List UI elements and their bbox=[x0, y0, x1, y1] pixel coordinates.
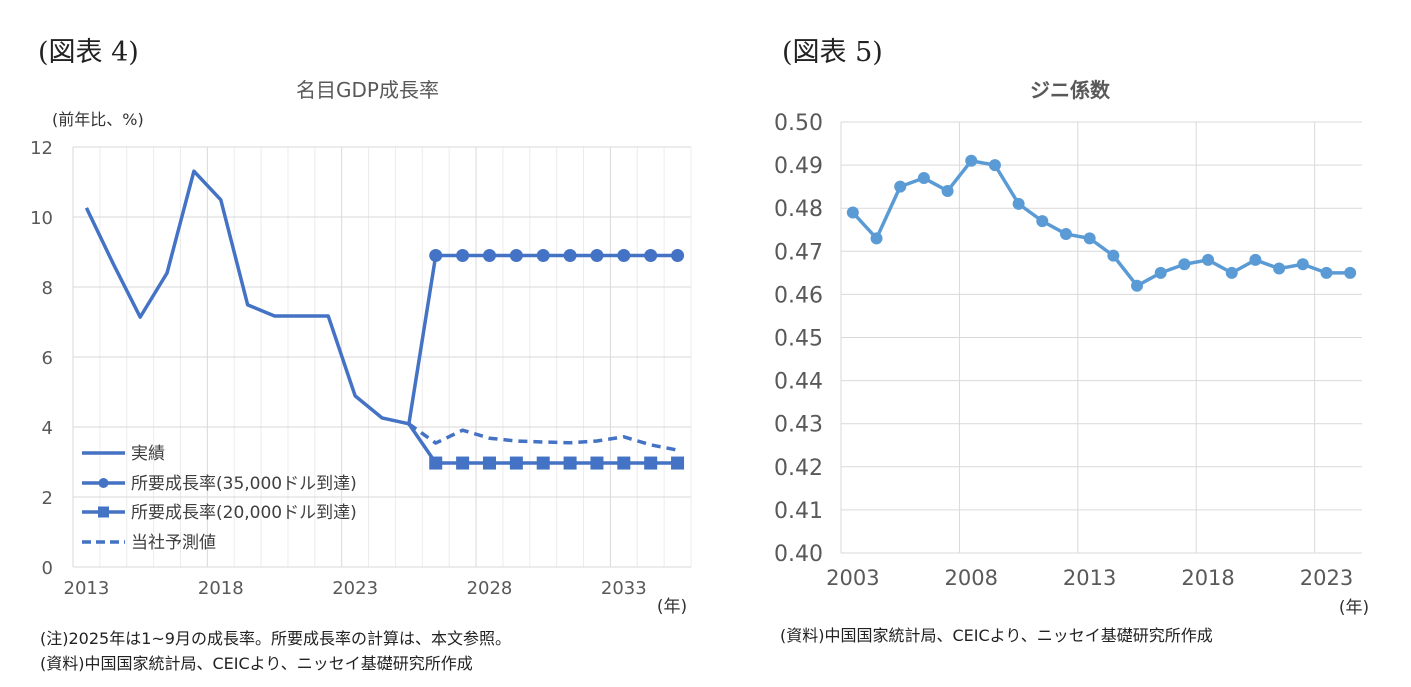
gini-chart: 0.40 0.41 0.42 0.43 0.44 0.45 0.46 0.47 0.48 0.49… bbox=[774, 111, 1369, 618]
circle-marker bbox=[846, 206, 859, 219]
circle-marker bbox=[1131, 279, 1144, 292]
square-marker bbox=[563, 456, 577, 470]
circle-marker bbox=[1344, 266, 1357, 279]
y-tick-label: 4 bbox=[42, 418, 53, 439]
chart1-y-unit: (前年比、%) bbox=[52, 110, 144, 129]
y-tick-label: 0.41 bbox=[774, 499, 823, 524]
x-tick-label: 2023 bbox=[1300, 566, 1353, 590]
x-tick-label: 2023 bbox=[332, 578, 378, 599]
circle-marker bbox=[563, 249, 577, 262]
y-tick-label: 2 bbox=[42, 488, 53, 509]
legend-label: 当社予測値 bbox=[131, 533, 216, 553]
y-tick-label: 0.46 bbox=[774, 283, 823, 308]
y-tick-label: 0.49 bbox=[774, 154, 823, 179]
y-tick-label: 0 bbox=[42, 558, 53, 579]
chart1-x-unit: (年) bbox=[657, 597, 687, 617]
circle-marker bbox=[1012, 197, 1025, 210]
circle-marker bbox=[1249, 253, 1262, 266]
circle-marker bbox=[1059, 228, 1072, 241]
circle-marker bbox=[941, 184, 954, 197]
square-marker bbox=[617, 456, 631, 470]
circle-marker bbox=[1320, 266, 1333, 279]
circle-marker bbox=[671, 249, 685, 262]
gdp-growth-chart: 0 2 4 6 8 10 12 2013 2018 2023 2028 2033 (年) 実績所要成長率(… bbox=[30, 138, 692, 617]
circle-marker bbox=[894, 180, 907, 193]
y-tick-label: 0.50 bbox=[774, 111, 823, 136]
circle-marker bbox=[590, 249, 604, 262]
square-marker bbox=[509, 456, 523, 470]
circle-marker bbox=[536, 249, 550, 262]
chart2-x-unit: (年) bbox=[1339, 598, 1369, 618]
y-tick-label: 8 bbox=[42, 278, 53, 299]
square-marker bbox=[590, 456, 604, 470]
circle-marker bbox=[1107, 249, 1120, 262]
series-line-3 bbox=[407, 422, 678, 452]
y-tick-label: 0.47 bbox=[774, 240, 823, 265]
legend-square-icon bbox=[98, 506, 109, 518]
circle-marker bbox=[1296, 258, 1309, 271]
chart2-title: ジニ係数 bbox=[1030, 78, 1110, 102]
y-tick-label: 0.44 bbox=[774, 370, 823, 395]
x-tick-label: 2018 bbox=[198, 578, 244, 599]
figure5-label: (図表 5) bbox=[782, 37, 883, 68]
chart1-gridlines bbox=[72, 146, 692, 568]
circle-marker bbox=[509, 249, 523, 262]
x-tick-label: 2013 bbox=[64, 578, 110, 599]
x-tick-label: 2003 bbox=[826, 566, 879, 590]
circle-marker bbox=[1273, 262, 1286, 275]
y-tick-label: 6 bbox=[42, 348, 53, 369]
x-tick-label: 2028 bbox=[467, 578, 513, 599]
legend-label: 所要成長率(20,000ドル到達) bbox=[131, 503, 357, 523]
circle-marker bbox=[1178, 258, 1191, 271]
circle-marker bbox=[1036, 215, 1049, 228]
y-tick-label: 0.45 bbox=[774, 327, 823, 352]
figure4-label: (図表 4) bbox=[38, 37, 139, 68]
circle-marker bbox=[1154, 266, 1167, 279]
chart2-gridlines bbox=[840, 121, 1362, 554]
square-marker bbox=[482, 456, 496, 470]
square-marker bbox=[671, 456, 685, 470]
circle-marker bbox=[988, 159, 1001, 172]
chart1-title: 名目GDP成長率 bbox=[296, 78, 439, 102]
x-tick-label: 2018 bbox=[1181, 566, 1234, 590]
y-tick-label: 12 bbox=[30, 138, 53, 159]
circle-marker bbox=[1202, 253, 1215, 266]
square-marker bbox=[429, 456, 443, 470]
circle-marker bbox=[1225, 266, 1238, 279]
circle-marker bbox=[617, 249, 631, 262]
gini-series-line bbox=[851, 159, 1351, 288]
square-marker bbox=[644, 456, 658, 470]
chart1-source: (資料)中国国家統計局、CEICより、ニッセイ基礎研究所作成 bbox=[40, 654, 473, 673]
circle-marker bbox=[917, 172, 930, 185]
x-tick-label: 2008 bbox=[945, 566, 998, 590]
chart1-note: (注)2025年は1~9月の成長率。所要成長率の計算は、本文参照。 bbox=[40, 629, 511, 648]
square-marker bbox=[536, 456, 550, 470]
circle-marker bbox=[1083, 232, 1096, 245]
circle-marker bbox=[482, 249, 496, 262]
y-tick-label: 0.48 bbox=[774, 197, 823, 222]
circle-marker bbox=[429, 249, 443, 262]
x-tick-label: 2033 bbox=[601, 578, 647, 599]
y-tick-label: 10 bbox=[30, 208, 53, 229]
y-tick-label: 0.40 bbox=[774, 542, 823, 567]
chart2-source: (資料)中国国家統計局、CEICより、ニッセイ基礎研究所作成 bbox=[780, 626, 1213, 645]
series-line-0 bbox=[84, 169, 410, 426]
circle-marker bbox=[965, 154, 978, 167]
x-tick-label: 2013 bbox=[1063, 566, 1116, 590]
circle-marker bbox=[456, 249, 470, 262]
square-marker bbox=[456, 456, 470, 470]
legend-circle-icon bbox=[98, 478, 109, 488]
circle-marker bbox=[644, 249, 658, 262]
legend-label: 実績 bbox=[131, 444, 165, 464]
legend-label: 所要成長率(35,000ドル到達) bbox=[131, 474, 357, 494]
circle-marker bbox=[870, 232, 883, 245]
y-tick-label: 0.43 bbox=[774, 413, 823, 438]
y-tick-label: 0.42 bbox=[774, 456, 823, 481]
